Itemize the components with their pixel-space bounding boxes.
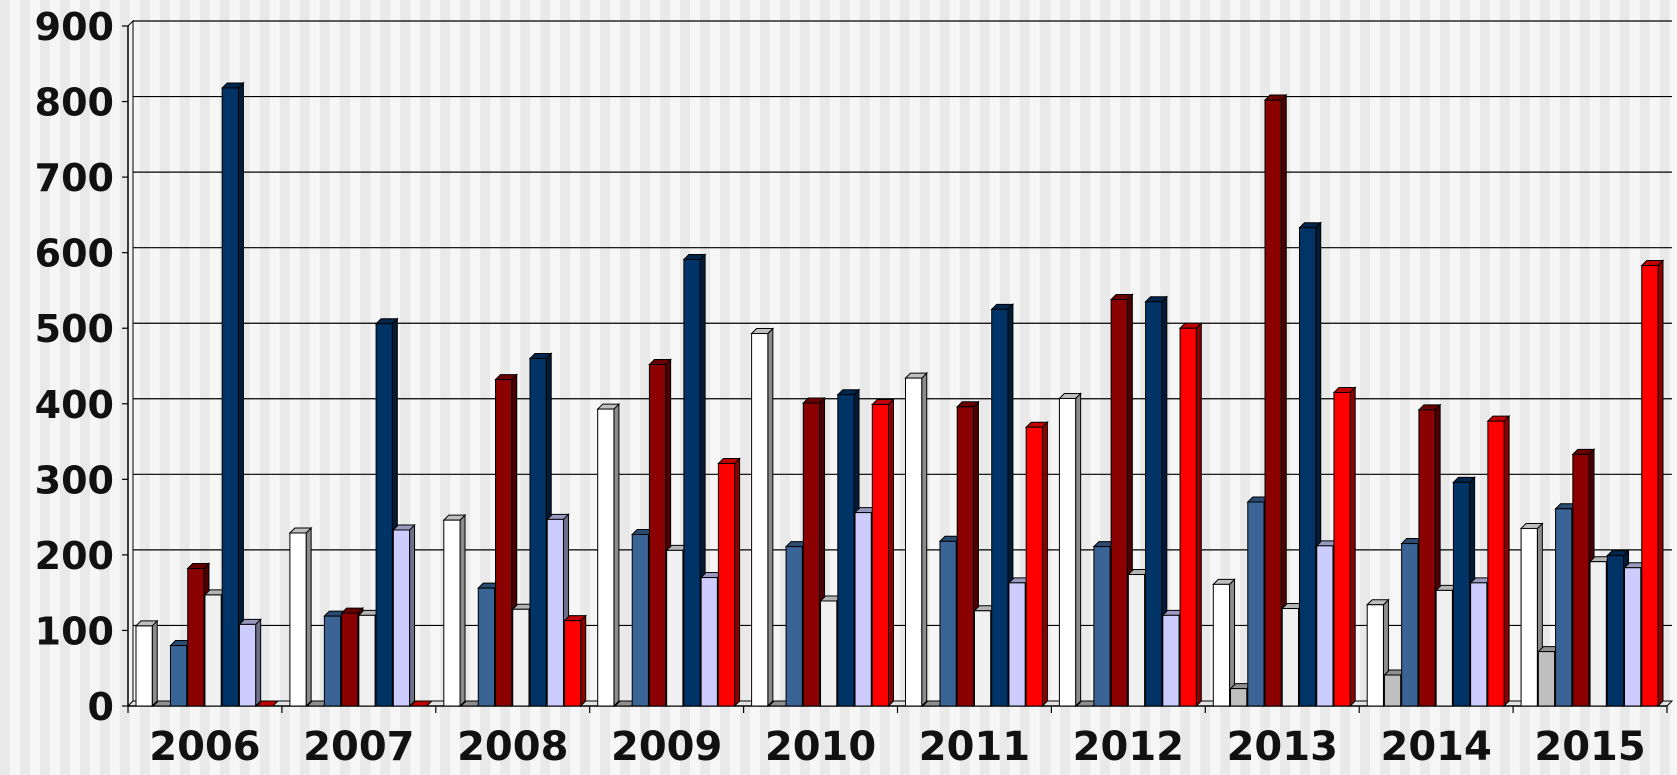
bar xyxy=(494,373,518,708)
bar xyxy=(220,81,245,708)
bar xyxy=(255,700,280,707)
y-tick-label: 700 xyxy=(35,156,114,200)
bar xyxy=(288,526,313,708)
y-tick-label: 0 xyxy=(88,685,114,729)
bar xyxy=(563,614,587,708)
bar xyxy=(802,396,826,708)
bar xyxy=(409,700,434,707)
x-tick-label: 2014 xyxy=(1380,724,1491,770)
bar xyxy=(596,402,621,708)
x-tick-label: 2009 xyxy=(611,724,722,770)
bar xyxy=(717,457,741,708)
bars xyxy=(134,81,1665,708)
bar xyxy=(1144,295,1169,708)
y-tick-label: 300 xyxy=(35,458,114,502)
bar xyxy=(1332,386,1357,708)
x-tick-label: 2015 xyxy=(1534,724,1645,770)
bar xyxy=(442,513,467,708)
bar xyxy=(1058,392,1082,708)
bar xyxy=(392,523,416,708)
x-tick-label: 2010 xyxy=(765,724,876,770)
bar xyxy=(682,253,707,708)
bar xyxy=(1178,322,1203,708)
x-axis: 2006 2007 2008 2009 2010 2011 2012 2013 2014 2015 xyxy=(127,705,1668,770)
x-tick-label: 2013 xyxy=(1227,724,1338,770)
bar xyxy=(134,619,159,708)
y-tick-label: 800 xyxy=(35,81,114,125)
y-tick-label: 500 xyxy=(35,307,114,351)
x-tick-label: 2008 xyxy=(457,724,568,770)
y-tick-label: 400 xyxy=(35,383,114,427)
x-tick-label: 2011 xyxy=(919,724,1030,770)
bar xyxy=(750,327,775,708)
x-tick-label: 2012 xyxy=(1073,724,1184,770)
bar xyxy=(1212,578,1236,708)
y-tick-label: 200 xyxy=(35,534,114,578)
bar xyxy=(1486,414,1511,708)
y-tick-label: 600 xyxy=(35,232,114,276)
x-tick-label: 2007 xyxy=(303,724,414,770)
bar xyxy=(871,398,895,708)
bar xyxy=(1640,259,1665,708)
bar xyxy=(904,371,928,708)
y-tick-label: 900 xyxy=(35,5,114,49)
x-tick-label: 2006 xyxy=(149,724,260,770)
y-tick-label: 100 xyxy=(35,609,114,653)
bar xyxy=(238,618,262,708)
bar xyxy=(1024,420,1049,708)
